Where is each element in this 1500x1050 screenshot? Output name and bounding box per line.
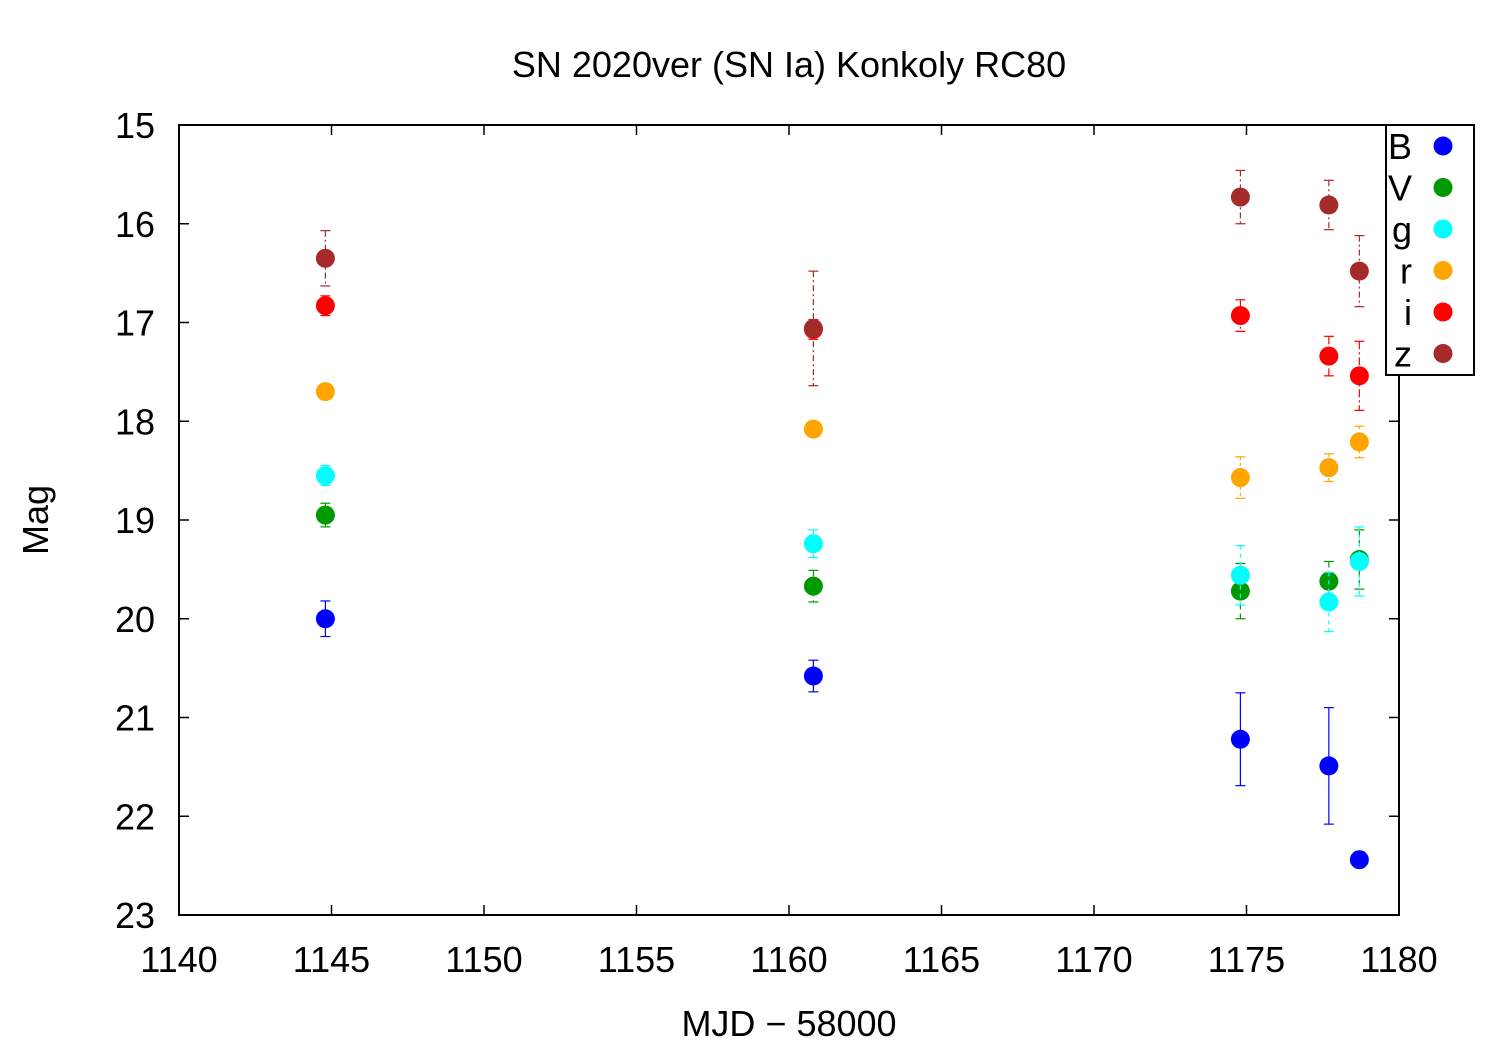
legend-marker-V [1433,178,1453,197]
data-point-i [1319,346,1339,366]
legend-marker-r [1433,261,1453,280]
y-tick-label: 18 [115,401,155,442]
legend-marker-z [1433,344,1453,363]
data-point-r [1349,432,1369,452]
y-tick-label: 19 [115,500,155,541]
y-tick-label: 22 [115,796,155,837]
data-point-V [1230,581,1250,601]
series-V [315,502,1369,620]
y-tick-label: 23 [115,895,155,936]
x-tick-label: 1175 [1208,939,1285,980]
data-point-z [1319,195,1339,215]
y-tick-label: 20 [115,599,155,640]
y-axis-label: Mag [15,485,56,555]
data-point-i [1349,366,1369,386]
x-tick-label: 1140 [140,939,217,980]
data-point-g [315,466,335,486]
legend-label-i: i [1404,292,1412,333]
x-tick-label: 1155 [598,939,675,980]
data-point-V [803,576,823,596]
data-point-g [1319,592,1339,612]
x-tick-label: 1165 [903,939,980,980]
data-point-z [1349,261,1369,281]
series-g [315,465,1369,633]
axis-ticks: 1140 1145 1150 1155 1160 1165 1170 1175 1180 15 16… [115,105,1438,980]
plot-frame [178,124,1400,916]
data-points [315,169,1369,870]
data-point-z [803,318,823,338]
data-point-B [803,666,823,686]
data-point-i [1230,306,1250,326]
x-tick-label: 1160 [750,939,827,980]
series-r [315,382,1369,499]
legend-box [1385,124,1475,376]
x-axis-label: MJD − 58000 [681,1003,896,1044]
data-point-g [1349,551,1369,571]
x-tick-label: 1145 [293,939,370,980]
data-point-V [315,505,335,525]
legend-label-g: g [1392,209,1412,250]
legend-marker-B [1433,136,1453,156]
data-point-g [1230,565,1250,585]
data-point-r [315,382,335,402]
legend-label-V: V [1388,168,1412,209]
y-tick-label: 17 [115,303,155,344]
data-point-r [803,419,823,439]
legend-label-B: B [1388,126,1412,167]
chart-title: SN 2020ver (SN Ia) Konkoly RC80 [512,44,1066,85]
data-point-g [803,534,823,554]
x-tick-label: 1170 [1055,939,1132,980]
legend-marker-i [1433,302,1453,322]
x-tick-label: 1180 [1360,939,1437,980]
data-point-B [1230,729,1250,749]
legend-marker-g [1433,219,1453,239]
y-tick-label: 16 [115,204,155,245]
series-z [315,169,1369,387]
data-point-i [315,296,335,316]
data-point-r [1230,468,1250,488]
data-point-B [315,609,335,629]
data-point-z [315,248,335,268]
legend-label-z: z [1394,334,1412,375]
y-tick-label: 15 [115,105,155,146]
legend-label-r: r [1400,251,1412,292]
data-point-B [1319,756,1339,776]
series-B [315,600,1369,870]
x-tick-label: 1150 [445,939,522,980]
y-tick-label: 21 [115,698,155,739]
data-point-B [1349,850,1369,870]
data-point-z [1230,187,1250,207]
series-i [315,295,1369,411]
data-point-r [1319,458,1339,478]
